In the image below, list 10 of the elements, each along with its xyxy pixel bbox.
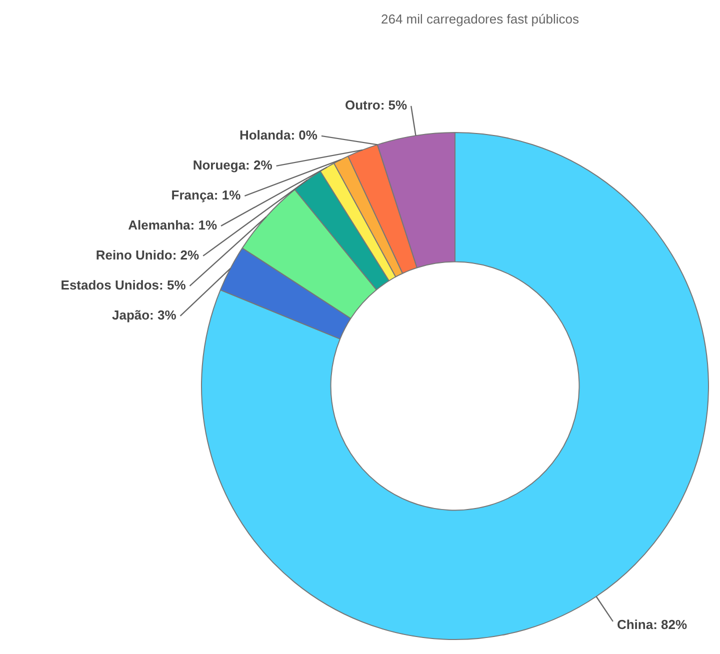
- slice-label: China: 82%: [616, 616, 688, 632]
- slice-label: Noruega: 2%: [192, 158, 273, 172]
- slice-label: França: 1%: [171, 188, 242, 202]
- chart-title: 264 mil carregadores fast públicos: [381, 12, 580, 27]
- slice-label: Japão: 3%: [112, 308, 177, 322]
- slice-label: Outro: 5%: [344, 98, 408, 112]
- slice-label: Alemanha: 1%: [128, 218, 218, 232]
- legend-label: Holanda: 0%: [239, 128, 318, 142]
- slice-label: Estados Unidos: 5%: [60, 278, 186, 292]
- slice-label: Reino Unido: 2%: [96, 248, 200, 262]
